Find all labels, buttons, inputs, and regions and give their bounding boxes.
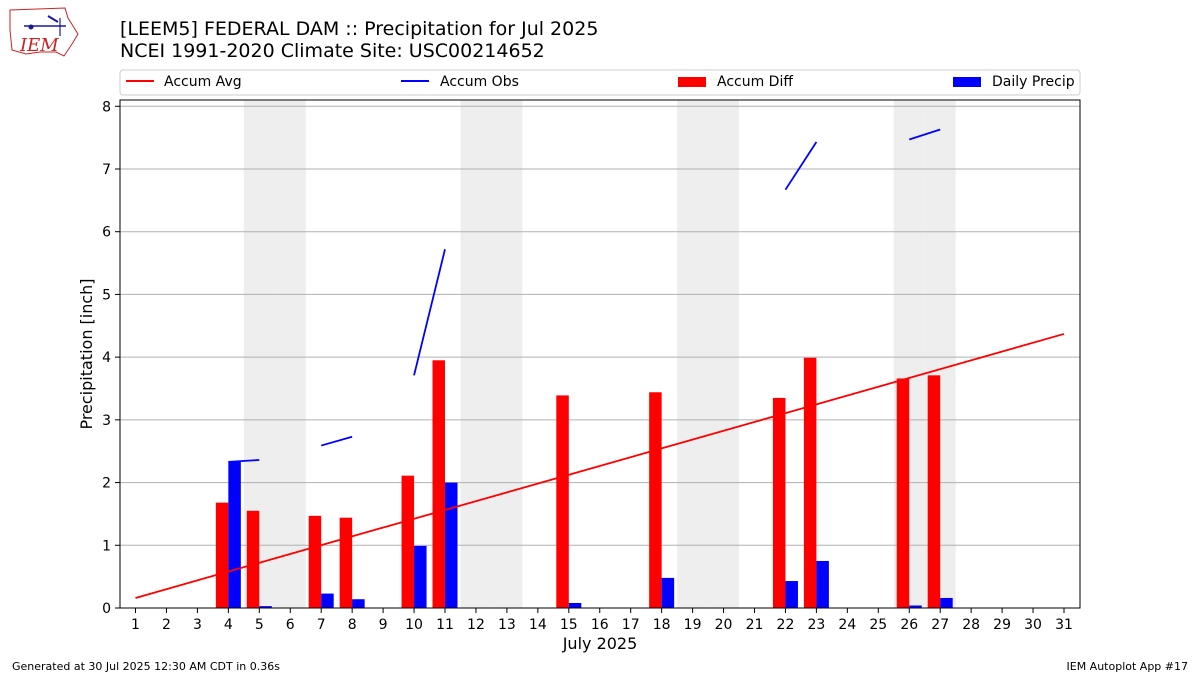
x-tick-label-29: 29 — [993, 617, 1011, 633]
daily-precip-bar-day-7 — [321, 593, 334, 608]
daily-precip-bar-day-8 — [352, 599, 365, 608]
legend-accum-obs-label: Accum Obs — [440, 74, 519, 90]
accum-diff-bar-day-10 — [401, 475, 415, 608]
daily-precip-bar-day-27 — [940, 597, 953, 608]
legend: Accum Avg Accum Obs Accum Diff Daily Pre… — [119, 69, 1081, 96]
daily-precip-bar-day-10 — [414, 545, 427, 608]
accum-obs-segment-2 — [320, 435, 353, 447]
legend-accum-diff-swatch — [678, 77, 706, 87]
y-tick-label-2: 2 — [102, 476, 111, 492]
x-tick-label-22: 22 — [777, 617, 795, 633]
accum-diff-bar-day-7 — [308, 515, 322, 608]
x-tick-label-12: 12 — [467, 617, 485, 633]
accum-obs-segment-4 — [784, 141, 818, 191]
bars — [215, 357, 953, 608]
x-tick-label-4: 4 — [224, 617, 233, 633]
legend-accum-avg-label: Accum Avg — [164, 74, 242, 90]
iem-logo: IEM — [9, 7, 79, 57]
x-tick-label-26: 26 — [900, 617, 918, 633]
legend-daily-precip-swatch — [953, 77, 981, 87]
y-axis-ticks: 0 1 2 3 4 5 6 7 8 — [102, 99, 120, 617]
daily-precip-bar-day-26 — [909, 605, 922, 608]
x-tick-label-6: 6 — [286, 617, 295, 633]
accum-diff-bar-day-26 — [896, 378, 910, 608]
x-tick-label-17: 17 — [622, 617, 640, 633]
x-tick-label-16: 16 — [591, 617, 609, 633]
y-tick-label-8: 8 — [102, 99, 111, 115]
accum-obs-segment-3 — [413, 249, 446, 376]
x-tick-label-1: 1 — [131, 617, 140, 633]
x-tick-label-25: 25 — [869, 617, 887, 633]
footer-generated-text: Generated at 30 Jul 2025 12:30 AM CDT in… — [12, 660, 280, 673]
x-tick-label-10: 10 — [405, 617, 423, 633]
accum-obs-segment-5 — [908, 128, 941, 141]
x-tick-label-3: 3 — [193, 617, 202, 633]
y-tick-label-4: 4 — [102, 350, 111, 366]
accum-diff-bar-day-18 — [649, 392, 662, 608]
daily-precip-bar-day-18 — [661, 577, 675, 608]
accum-diff-bar-day-27 — [927, 375, 941, 608]
y-tick-label-6: 6 — [102, 225, 111, 241]
x-tick-label-20: 20 — [715, 617, 733, 633]
x-tick-label-23: 23 — [807, 617, 825, 633]
weekend-shade-day-13 — [491, 100, 523, 608]
accum-diff-bar-day-5 — [246, 510, 260, 608]
x-axis-label: July 2025 — [562, 634, 638, 653]
weekend-shading — [243, 100, 956, 608]
x-tick-label-21: 21 — [746, 617, 764, 633]
x-tick-label-2: 2 — [162, 617, 171, 633]
iem-logo-text: IEM — [19, 35, 59, 56]
weekend-shade-day-20 — [708, 100, 740, 608]
accum-diff-bar-day-22 — [772, 397, 786, 608]
y-tick-label-7: 7 — [102, 162, 111, 178]
daily-precip-bar-day-5 — [259, 606, 272, 608]
x-axis-ticks: 1 2 3 4 5 6 7 8 9 10 11 12 13 14 15 16 17 18 19 20 21 22 23 24 2… — [131, 608, 1073, 633]
x-tick-label-14: 14 — [529, 617, 547, 633]
x-tick-label-5: 5 — [255, 617, 264, 633]
chart-subtitle: NCEI 1991-2020 Climate Site: USC00214652 — [120, 40, 545, 62]
daily-precip-bar-day-15 — [568, 602, 582, 608]
y-tick-label-3: 3 — [102, 413, 111, 429]
daily-precip-bar-day-23 — [816, 560, 829, 608]
x-tick-label-24: 24 — [838, 617, 856, 633]
y-tick-label-0: 0 — [102, 601, 111, 617]
accum-diff-bar-day-8 — [339, 517, 353, 608]
x-tick-label-11: 11 — [436, 617, 454, 633]
accum-diff-bar-day-23 — [803, 357, 817, 608]
legend-daily-precip-label: Daily Precip — [992, 74, 1075, 90]
lines — [135, 128, 1065, 599]
x-tick-label-15: 15 — [560, 617, 578, 633]
accum-avg-line — [135, 333, 1065, 599]
weekend-shade-day-6 — [274, 100, 306, 608]
x-tick-label-28: 28 — [962, 617, 980, 633]
x-tick-label-8: 8 — [348, 617, 357, 633]
y-axis-label: Precipitation [inch] — [77, 278, 96, 429]
accum-obs-segment-1 — [228, 459, 260, 463]
x-tick-label-18: 18 — [653, 617, 671, 633]
daily-precip-bar-day-4 — [228, 461, 241, 608]
daily-precip-bar-day-11 — [445, 482, 458, 608]
accum-diff-bar-day-11 — [432, 360, 445, 608]
daily-precip-bar-day-22 — [785, 581, 798, 608]
legend-accum-diff-label: Accum Diff — [717, 74, 793, 90]
x-tick-label-31: 31 — [1055, 617, 1073, 633]
weekend-shade-day-12 — [460, 100, 492, 608]
x-tick-label-27: 27 — [931, 617, 949, 633]
accum-diff-bar-day-15 — [556, 395, 569, 608]
y-tick-label-1: 1 — [102, 538, 111, 554]
chart-title: [LEEM5] FEDERAL DAM :: Precipitation for… — [120, 18, 598, 40]
accum-diff-bar-day-4 — [215, 502, 229, 608]
x-tick-label-7: 7 — [317, 617, 326, 633]
x-tick-label-19: 19 — [684, 617, 702, 633]
x-tick-label-13: 13 — [498, 617, 516, 633]
x-tick-label-30: 30 — [1024, 617, 1042, 633]
y-tick-label-5: 5 — [102, 287, 111, 303]
footer-app-text: IEM Autoplot App #17 — [1067, 660, 1189, 673]
weekend-shade-day-19 — [677, 100, 709, 608]
x-tick-label-9: 9 — [379, 617, 388, 633]
